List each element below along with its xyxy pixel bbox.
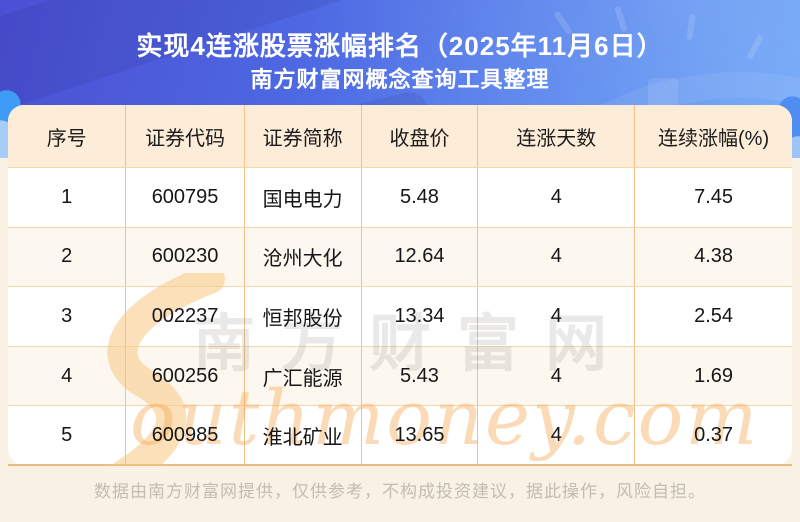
table-row: 3 002237 恒邦股份 13.34 4 2.54	[8, 286, 792, 346]
cell-consecutive-days: 4	[478, 406, 636, 465]
stock-ranking-table: 序号 证券代码 证券简称 收盘价 连涨天数 连续涨幅(%) 1 600795 国…	[8, 105, 792, 465]
cell-index: 5	[8, 406, 127, 465]
cell-code: 002237	[126, 287, 245, 346]
table-row: 1 600795 国电电力 5.48 4 7.45	[8, 167, 792, 227]
column-header-close-price: 收盘价	[362, 105, 479, 167]
table-header-row: 序号 证券代码 证券简称 收盘价 连涨天数 连续涨幅(%)	[8, 105, 792, 167]
cell-name: 恒邦股份	[245, 287, 362, 346]
cell-close-price: 13.34	[362, 287, 479, 346]
cell-cumulative-gain: 1.69	[694, 364, 734, 387]
cell-name: 广汇能源	[245, 346, 362, 406]
column-header-name: 证券简称	[245, 105, 362, 167]
footer-disclaimer: 数据由南方财富网提供，仅供参考，不构成投资建议，据此操作，风险自担。	[94, 482, 706, 501]
cell-cumulative-gain: 4.38	[694, 245, 734, 268]
cell-close-price: 13.65	[362, 406, 479, 465]
cell-consecutive-days: 4	[478, 227, 636, 287]
cell-code: 600985	[126, 406, 245, 465]
column-header-code: 证券代码	[126, 105, 245, 167]
cell-index: 2	[8, 227, 127, 287]
column-header-consecutive-days: 连涨天数	[478, 105, 636, 167]
page-title: 实现4连涨股票涨幅排名（2025年11月6日）	[136, 31, 664, 61]
cell-index: 4	[8, 346, 127, 406]
page-subtitle: 南方财富网概念查询工具整理	[250, 67, 550, 92]
cell-close-price: 5.43	[362, 346, 479, 406]
cell-index: 3	[8, 287, 127, 346]
table-bottom-border	[8, 464, 792, 466]
cell-name: 国电电力	[245, 168, 362, 227]
cell-consecutive-days: 4	[478, 168, 636, 227]
table-row: 2 600230 沧州大化 12.64 4 4.38	[8, 226, 792, 287]
table-row: 5 600985 淮北矿业 13.65 4 0.37	[8, 405, 792, 465]
cell-name: 淮北矿业	[245, 406, 362, 465]
cell-consecutive-days: 4	[478, 346, 636, 406]
cell-code: 600795	[126, 168, 245, 227]
cell-close-price: 5.48	[362, 168, 479, 227]
cell-code: 600256	[126, 346, 245, 406]
cell-cumulative-gain: 2.54	[694, 304, 734, 327]
cell-cumulative-gain: 0.37	[694, 424, 734, 447]
cell-code: 600230	[126, 227, 245, 287]
table-row: 4 600256 广汇能源 5.43 4 1.69	[8, 345, 792, 406]
cell-consecutive-days: 4	[478, 287, 636, 346]
cell-name: 沧州大化	[245, 227, 362, 287]
column-header-cumulative-gain: 连续涨幅(%)	[658, 127, 770, 150]
column-header-index: 序号	[8, 105, 127, 167]
cell-cumulative-gain: 7.45	[694, 185, 734, 208]
cell-index: 1	[8, 168, 127, 227]
cell-close-price: 12.64	[362, 227, 479, 287]
